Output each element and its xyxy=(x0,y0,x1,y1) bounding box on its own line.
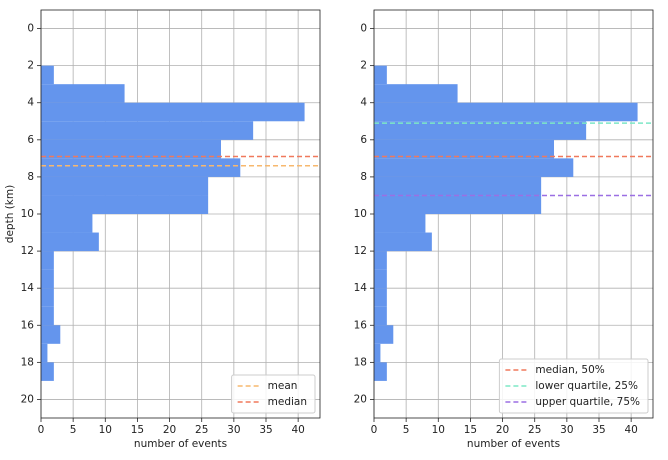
bar xyxy=(374,84,458,103)
y-tick-label: 14 xyxy=(354,282,368,294)
bar xyxy=(41,325,61,344)
y-tick-label: 14 xyxy=(21,282,35,294)
legend-label: median xyxy=(268,396,307,408)
y-tick-label: 10 xyxy=(21,208,34,220)
x-tick-label: 0 xyxy=(371,424,378,436)
legend-frame xyxy=(231,374,316,414)
bar xyxy=(41,102,305,122)
y-tick-label: 0 xyxy=(27,23,34,35)
bar xyxy=(41,65,54,85)
y-tick-label: 18 xyxy=(354,356,367,368)
x-tick-label: 30 xyxy=(227,424,240,436)
panel: 0 5 10 15 20 25 30 35 40 0 2 4 6 8 10 12 14 16 18 20 number … xyxy=(354,9,654,450)
bar xyxy=(374,214,426,233)
bar xyxy=(374,139,554,159)
bar xyxy=(374,306,387,326)
bar xyxy=(374,176,542,196)
plot-frame xyxy=(40,9,321,419)
bar xyxy=(41,306,54,326)
bar xyxy=(374,251,387,270)
bar xyxy=(41,139,221,159)
x-tick-label: 5 xyxy=(403,424,410,436)
legend-label: lower quartile, 25% xyxy=(535,380,638,392)
y-tick-label: 16 xyxy=(354,319,368,331)
bar xyxy=(41,251,54,270)
bar xyxy=(41,232,99,252)
y-tick-label: 2 xyxy=(360,60,367,72)
x-tick-label: 20 xyxy=(496,424,509,436)
bar xyxy=(41,176,209,196)
x-tick-label: 40 xyxy=(624,424,637,436)
legend-label: mean xyxy=(268,380,298,392)
x-tick-label: 25 xyxy=(195,424,208,436)
y-tick-label: 4 xyxy=(360,97,367,109)
bar xyxy=(41,158,241,177)
y-tick-label: 8 xyxy=(360,171,367,183)
legend: median, 50% lower quartile, 25% upper quar… xyxy=(498,358,649,414)
y-tick-label: 12 xyxy=(21,245,34,257)
x-tick-label: 30 xyxy=(560,424,573,436)
y-tick-label: 16 xyxy=(21,319,35,331)
panel: 0 5 10 15 20 25 30 35 40 0 2 4 6 8 10 12 14 16 18 20 number … xyxy=(4,9,321,450)
bar xyxy=(374,232,432,252)
x-tick-label: 10 xyxy=(432,424,445,436)
y-tick-label: 20 xyxy=(21,393,34,405)
bar xyxy=(374,325,394,344)
bar xyxy=(374,269,387,289)
y-axis-label: depth (km) xyxy=(4,185,16,243)
bar xyxy=(41,195,209,214)
bar xyxy=(374,121,587,140)
legend-frame xyxy=(498,358,649,414)
bar xyxy=(374,343,381,363)
bar xyxy=(41,121,254,140)
bar xyxy=(374,288,387,307)
x-tick-label: 40 xyxy=(291,424,304,436)
y-tick-label: 4 xyxy=(27,97,34,109)
legend: mean median xyxy=(231,374,316,414)
x-tick-label: 35 xyxy=(259,424,272,436)
bar xyxy=(374,362,387,381)
x-tick-label: 35 xyxy=(592,424,605,436)
x-tick-label: 10 xyxy=(99,424,112,436)
x-tick-label: 25 xyxy=(528,424,541,436)
x-axis-label: number of events xyxy=(134,438,227,450)
y-tick-label: 12 xyxy=(354,245,367,257)
legend-label: upper quartile, 75% xyxy=(535,396,640,408)
y-tick-label: 0 xyxy=(360,23,367,35)
bar xyxy=(41,343,48,363)
bar xyxy=(41,84,125,103)
y-tick-label: 6 xyxy=(27,134,34,146)
bar xyxy=(374,102,638,122)
y-tick-label: 8 xyxy=(27,171,34,183)
y-tick-label: 2 xyxy=(27,60,34,72)
y-tick-label: 20 xyxy=(354,393,367,405)
bar xyxy=(374,195,542,214)
x-tick-label: 15 xyxy=(464,424,477,436)
bar xyxy=(41,362,54,381)
y-tick-label: 18 xyxy=(21,356,34,368)
plot-frame xyxy=(373,9,654,419)
y-tick-label: 10 xyxy=(354,208,367,220)
bar xyxy=(41,214,93,233)
bar xyxy=(41,288,54,307)
bar xyxy=(374,65,387,85)
bar xyxy=(41,269,54,289)
x-tick-label: 0 xyxy=(38,424,45,436)
legend-label: median, 50% xyxy=(535,364,604,376)
x-tick-label: 15 xyxy=(131,424,144,436)
bar xyxy=(374,158,574,177)
x-axis-label: number of events xyxy=(467,438,560,450)
x-tick-label: 20 xyxy=(163,424,176,436)
x-tick-label: 5 xyxy=(70,424,77,436)
y-tick-label: 6 xyxy=(360,134,367,146)
